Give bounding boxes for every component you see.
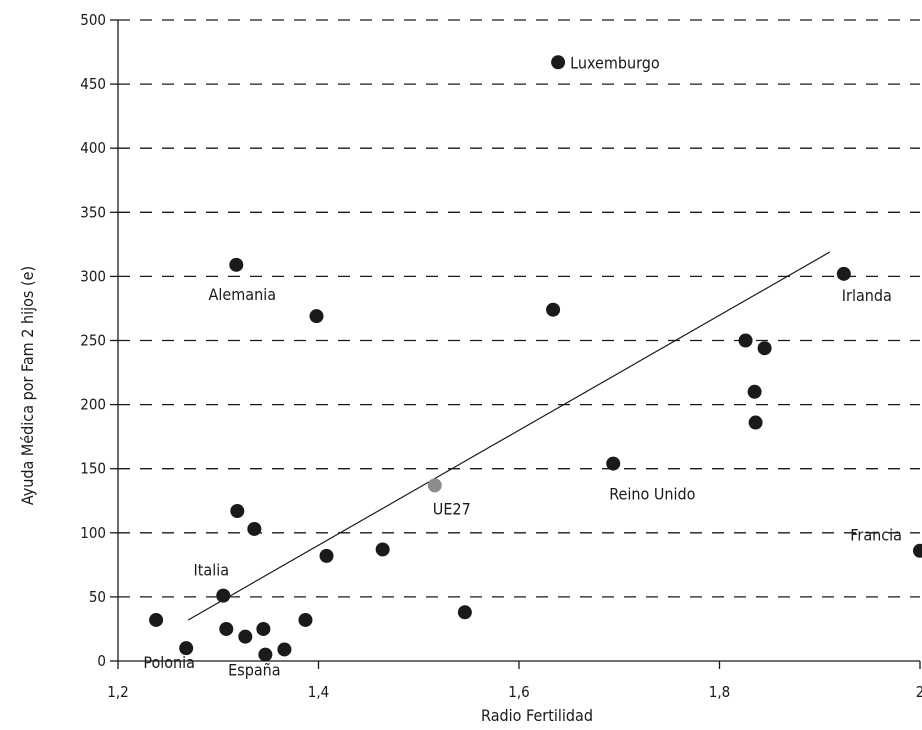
x-tick-label: 1,2 (107, 683, 128, 701)
point-polonia (179, 641, 194, 656)
point (546, 302, 561, 317)
point (747, 384, 762, 399)
y-tick-label: 100 (80, 524, 106, 542)
x-tick-label: 1,6 (508, 683, 529, 701)
data-points (149, 55, 922, 662)
point-label: Alemania (209, 285, 277, 304)
point (238, 629, 253, 644)
point (375, 542, 390, 557)
point (298, 612, 313, 627)
point (256, 621, 271, 636)
point-irlanda (836, 266, 851, 281)
x-tick-label: 2 (916, 683, 922, 701)
trendline (187, 251, 831, 621)
point-label: España (228, 661, 281, 680)
point (738, 333, 753, 348)
point-alemania (229, 257, 244, 272)
y-tick-label: 300 (80, 267, 106, 285)
point (247, 521, 262, 536)
point-label: Polonia (143, 653, 195, 672)
y-axis-title: Ayuda Médica por Fam 2 hijos (e) (18, 266, 37, 505)
point (457, 605, 472, 620)
point (277, 642, 292, 657)
point (757, 341, 772, 356)
point-francia (913, 543, 922, 558)
y-tick-label: 200 (80, 396, 106, 414)
y-tick-label: 450 (80, 75, 106, 93)
point (230, 504, 245, 519)
y-tick-label: 500 (80, 11, 106, 29)
tick-marks (110, 19, 921, 669)
y-tick-label: 150 (80, 460, 106, 478)
point (309, 309, 324, 324)
trendline-group (187, 251, 831, 621)
x-tick-label: 1,4 (308, 683, 329, 701)
point (149, 612, 164, 627)
point-label: Irlanda (842, 286, 892, 305)
point (319, 548, 334, 563)
point-luxemburgo (551, 55, 566, 70)
y-tick-label: 0 (97, 652, 106, 670)
tick-labels: 0 50 100 150 200 250 300 350 400 450 500 1,2 1,4 1,6 1… (80, 11, 922, 701)
x-axis-title: Radio Fertilidad (481, 706, 593, 725)
point-label: Francia (850, 526, 902, 545)
point-reino-unido (606, 456, 621, 471)
point-label: Italia (193, 561, 229, 580)
point-ue27 (427, 478, 442, 493)
point-label: UE27 (433, 499, 471, 518)
point (219, 621, 234, 636)
y-tick-label: 50 (89, 588, 106, 606)
point-label: Reino Unido (609, 485, 695, 504)
point (748, 415, 763, 430)
y-tick-label: 400 (80, 139, 106, 157)
point-labels: Luxemburgo Alemania Irlanda Reino Unido UE27… (143, 53, 902, 679)
y-tick-label: 250 (80, 332, 106, 350)
point-españa (258, 647, 273, 662)
y-tick-label: 350 (80, 203, 106, 221)
point-label: Luxemburgo (570, 53, 660, 72)
x-tick-label: 1,8 (709, 683, 730, 701)
point-italia (216, 588, 231, 603)
